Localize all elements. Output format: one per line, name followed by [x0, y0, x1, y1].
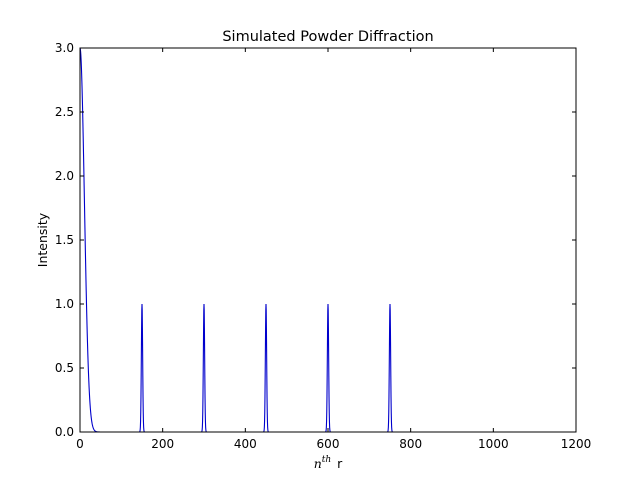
y-tick-label: 2.5: [55, 105, 74, 119]
y-tick-label: 2.0: [55, 169, 74, 183]
chart-title: Simulated Powder Diffraction: [222, 29, 433, 45]
x-tick-label: 800: [399, 437, 422, 451]
x-axis-label-math: n: [314, 456, 322, 471]
x-tick-label: 1200: [561, 437, 592, 451]
y-axis: 0.0 0.5 1.0 1.5 2.0 2.5 3.0: [55, 41, 576, 439]
series-line-0: [79, 47, 494, 433]
x-axis: 0 200 400 600 800 1000 1200: [76, 48, 591, 451]
x-tick-label: 1000: [478, 437, 509, 451]
x-tick-label: 400: [234, 437, 257, 451]
y-axis-label: Intensity: [35, 212, 50, 267]
x-axis-label: nth r: [314, 455, 343, 471]
y-tick-label: 1.5: [55, 233, 74, 247]
x-tick-label: 600: [317, 437, 340, 451]
y-tick-label: 3.0: [55, 41, 74, 55]
x-axis-label-superscript: th: [322, 455, 331, 465]
y-tick-label: 0.0: [55, 425, 74, 439]
y-tick-label: 1.0: [55, 297, 74, 311]
y-tick-label: 0.5: [55, 361, 74, 375]
plot-frame: [79, 47, 577, 433]
x-axis-label-text: r: [337, 456, 343, 471]
x-tick-label: 0: [76, 437, 84, 451]
plot-area: [79, 47, 577, 433]
x-tick-label: 200: [151, 437, 174, 451]
